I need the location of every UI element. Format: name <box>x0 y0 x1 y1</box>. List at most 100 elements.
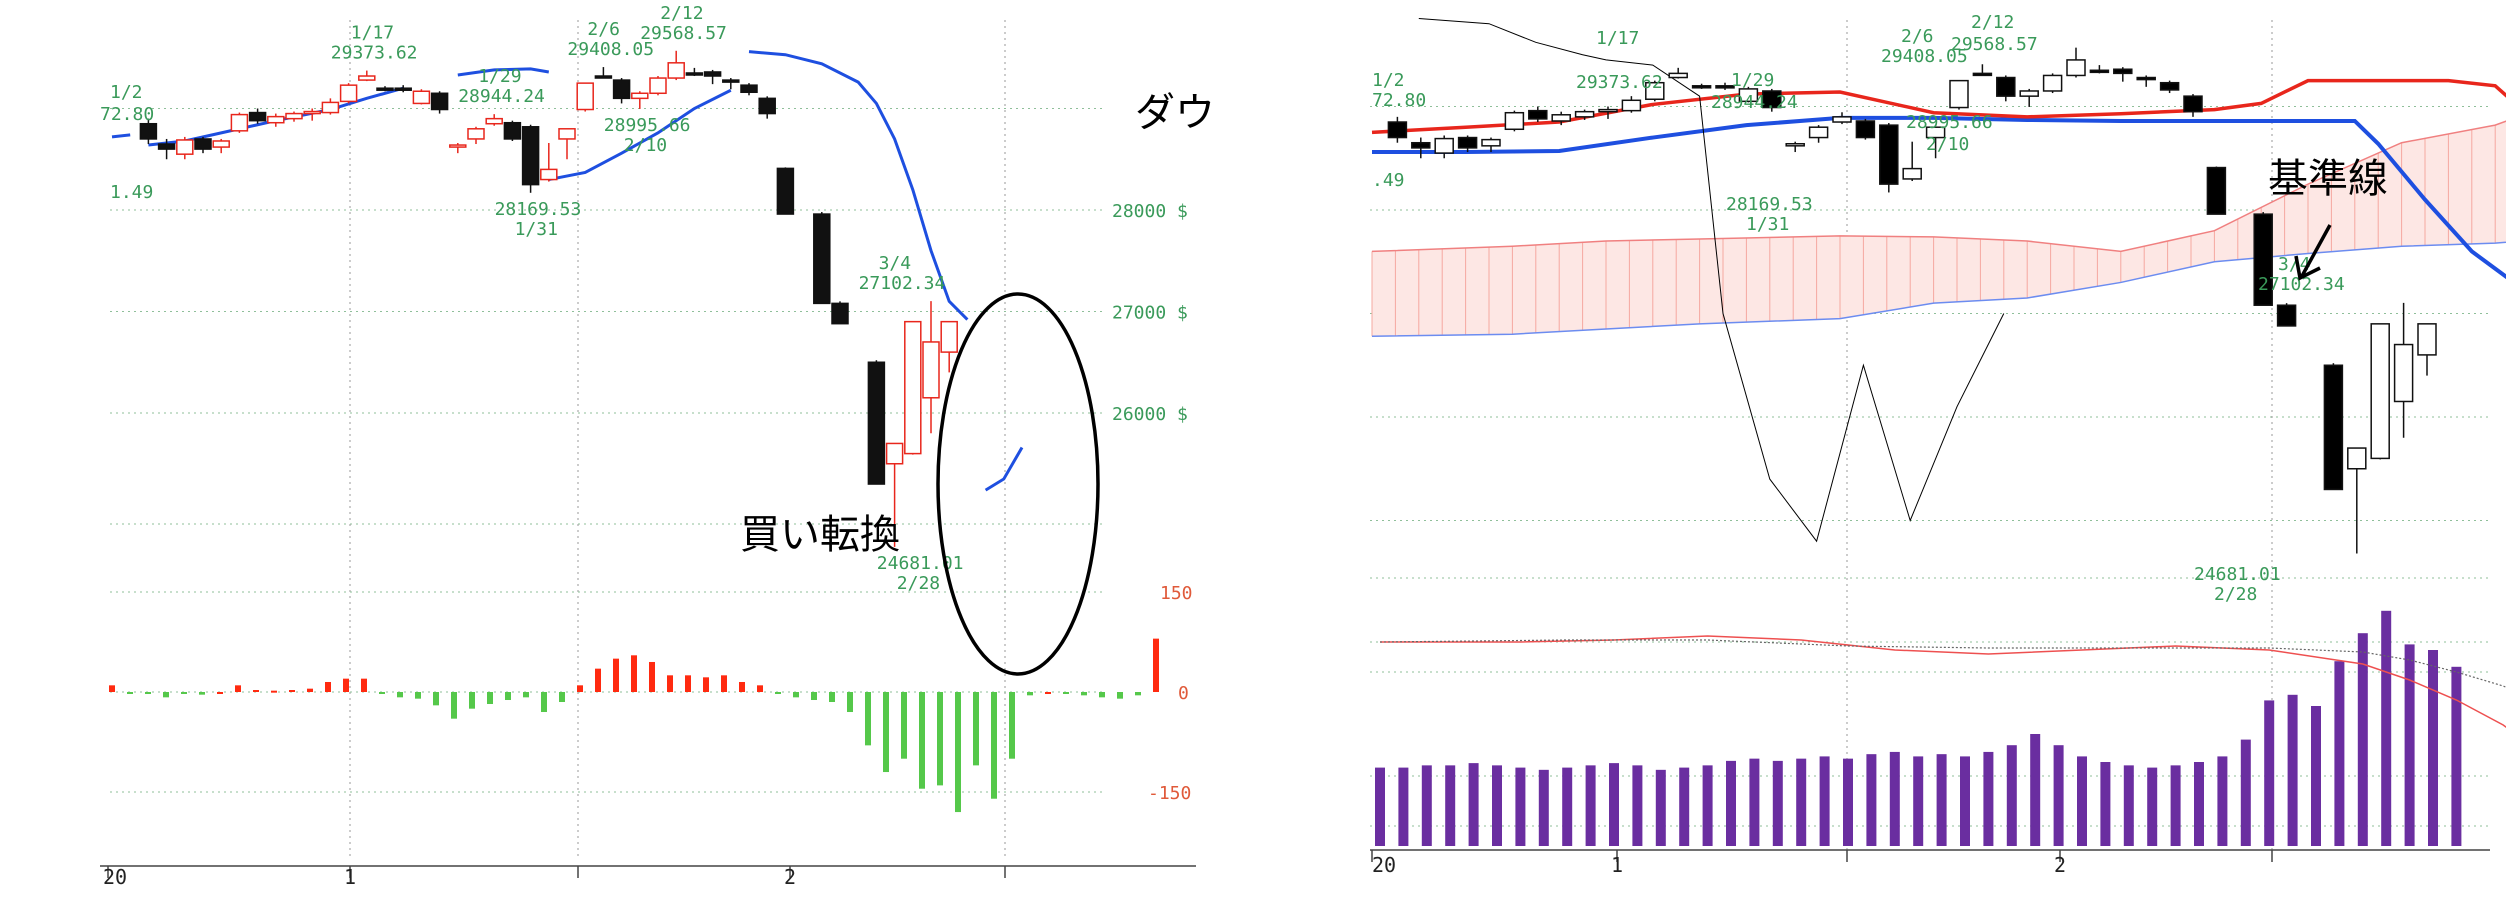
candle-body <box>1481 138 1501 147</box>
left-candles <box>139 50 958 547</box>
candle-body <box>412 90 431 105</box>
candle-body <box>2276 304 2297 327</box>
volume-bar <box>1936 754 1947 846</box>
volume-bar <box>2381 610 2392 846</box>
candle-body <box>722 79 740 83</box>
volume-bar <box>2451 666 2462 846</box>
volume-bar <box>1562 767 1573 846</box>
osc-tick-label: -150 <box>1148 783 1191 804</box>
candle-body <box>540 168 558 181</box>
volume-bar <box>1375 767 1385 846</box>
candle-body <box>467 128 485 140</box>
callout-buy-signal: 買い転換 <box>740 512 900 558</box>
edge-label: 1/2 <box>1372 70 1405 91</box>
volume-bar <box>2006 745 2017 846</box>
candle-body <box>2417 323 2437 356</box>
annotation-value: 29373.62 <box>331 43 418 64</box>
right-candles <box>1387 47 2437 554</box>
left-x-axis: 20 1 2 <box>100 865 1196 889</box>
osc-bar <box>613 658 619 692</box>
annotation-value: 29408.05 <box>567 39 654 60</box>
candle-body <box>558 128 576 140</box>
osc-bar <box>883 692 889 773</box>
candle-body <box>139 122 158 140</box>
candle-body <box>831 302 849 325</box>
annotation-value: 28944.24 <box>458 86 545 107</box>
candle-body <box>394 87 412 91</box>
osc-bar <box>793 692 799 698</box>
candle-body <box>631 92 649 100</box>
osc-bar <box>955 692 961 813</box>
candle-body <box>703 71 722 77</box>
candle-body <box>449 144 467 148</box>
osc-bar <box>1009 692 1015 759</box>
osc-bar <box>343 678 349 692</box>
osc-bar <box>811 692 817 701</box>
osc-bar <box>163 692 169 698</box>
ma-line-segment <box>457 67 550 77</box>
osc-bar <box>289 689 295 692</box>
candle-body <box>758 97 776 115</box>
candle-body <box>667 62 685 79</box>
callout-base-line: 基準線 <box>2268 156 2388 202</box>
candle-body <box>576 82 594 111</box>
osc-bar <box>217 692 223 694</box>
price-tick-label: 28000 $ <box>1112 201 1188 222</box>
osc-bar <box>649 661 655 692</box>
annotation-value: 29568.57 <box>1951 34 2038 55</box>
candle-body <box>1785 143 1805 147</box>
ichimoku-lines <box>1371 18 2506 543</box>
candle-body <box>1621 99 1642 112</box>
annotation-date: 1/29 <box>478 66 521 87</box>
candle-body <box>904 320 922 455</box>
volume-bar <box>1609 763 1619 846</box>
annotation-date: 1/17 <box>1596 28 1639 49</box>
osc-bar <box>937 692 943 786</box>
annotation-date: 1/29 <box>1731 70 1774 91</box>
annotation-date: 1/31 <box>1746 214 1789 235</box>
annotation-date: 2/12 <box>1971 12 2014 33</box>
osc-bar <box>1027 692 1033 696</box>
volume-bar <box>2053 745 2064 846</box>
x-tick-label: 2 <box>784 865 796 889</box>
osc-bar <box>433 692 439 706</box>
candle-body <box>176 139 194 155</box>
candle-body <box>1855 120 1876 139</box>
volume-bar <box>1749 758 1760 846</box>
osc-bar <box>415 692 421 699</box>
osc-bar <box>379 692 385 695</box>
candle-body <box>1832 116 1852 123</box>
candle-body <box>2019 90 2039 97</box>
ma-line-segment <box>984 446 1024 492</box>
osc-bar <box>703 677 709 692</box>
ma-line-segment <box>111 133 131 139</box>
price-tick-label: 27000 $ <box>1112 303 1188 324</box>
annotation-value: 29568.57 <box>640 23 727 44</box>
volume-bar <box>2334 661 2345 846</box>
volume-bar <box>1515 767 1526 846</box>
osc-bar <box>235 685 241 692</box>
lagging-span <box>1418 18 2005 543</box>
candle-body <box>685 72 704 76</box>
volume-ma-short <box>1380 635 2506 729</box>
osc-bar <box>757 685 763 692</box>
osc-bar <box>847 692 853 713</box>
candle-body <box>885 442 904 465</box>
volume-bar <box>1655 769 1666 846</box>
volume-bar <box>1398 767 1409 846</box>
volume-bar <box>1585 765 1596 846</box>
volume-bar <box>1726 760 1736 846</box>
osc-bar <box>631 655 637 692</box>
conversion-line <box>1371 78 2506 135</box>
candle-body <box>922 341 940 399</box>
osc-bar <box>469 692 475 709</box>
volume-bar <box>1889 751 1900 846</box>
candle-body <box>2370 323 2390 460</box>
candle-body <box>1762 90 1782 109</box>
volume-bar <box>2404 644 2415 846</box>
left-price-axis: 28000 $ 27000 $ 26000 $ <box>1112 201 1188 425</box>
volume-bar <box>1960 756 1970 846</box>
x-tick-label: 20 <box>1372 853 1396 877</box>
candle-body <box>1457 136 1478 149</box>
